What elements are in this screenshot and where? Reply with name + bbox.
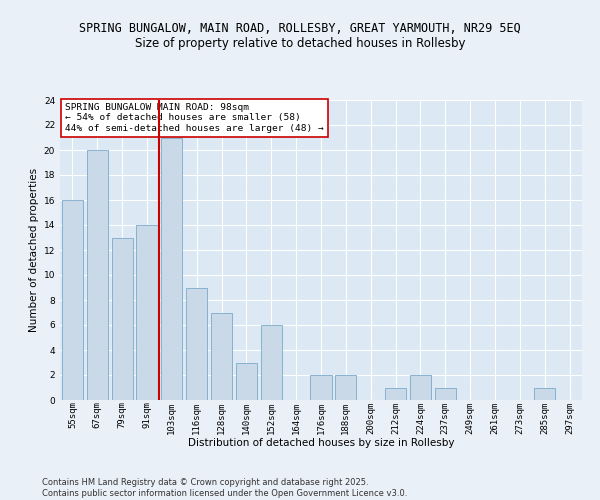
Text: SPRING BUNGALOW, MAIN ROAD, ROLLESBY, GREAT YARMOUTH, NR29 5EQ: SPRING BUNGALOW, MAIN ROAD, ROLLESBY, GR… xyxy=(79,22,521,36)
Bar xyxy=(435,388,456,400)
Bar xyxy=(534,388,555,400)
Bar xyxy=(385,388,406,400)
Bar xyxy=(236,362,257,400)
Bar xyxy=(335,375,356,400)
Bar xyxy=(211,312,232,400)
Bar xyxy=(186,288,207,400)
Bar xyxy=(310,375,332,400)
Text: Contains HM Land Registry data © Crown copyright and database right 2025.
Contai: Contains HM Land Registry data © Crown c… xyxy=(42,478,407,498)
Bar xyxy=(62,200,83,400)
Bar xyxy=(161,138,182,400)
Text: Size of property relative to detached houses in Rollesby: Size of property relative to detached ho… xyxy=(135,38,465,51)
Bar xyxy=(136,225,158,400)
Bar xyxy=(112,238,133,400)
X-axis label: Distribution of detached houses by size in Rollesby: Distribution of detached houses by size … xyxy=(188,438,454,448)
Bar xyxy=(87,150,108,400)
Text: SPRING BUNGALOW MAIN ROAD: 98sqm
← 54% of detached houses are smaller (58)
44% o: SPRING BUNGALOW MAIN ROAD: 98sqm ← 54% o… xyxy=(65,103,324,133)
Bar xyxy=(410,375,431,400)
Bar xyxy=(261,325,282,400)
Y-axis label: Number of detached properties: Number of detached properties xyxy=(29,168,40,332)
